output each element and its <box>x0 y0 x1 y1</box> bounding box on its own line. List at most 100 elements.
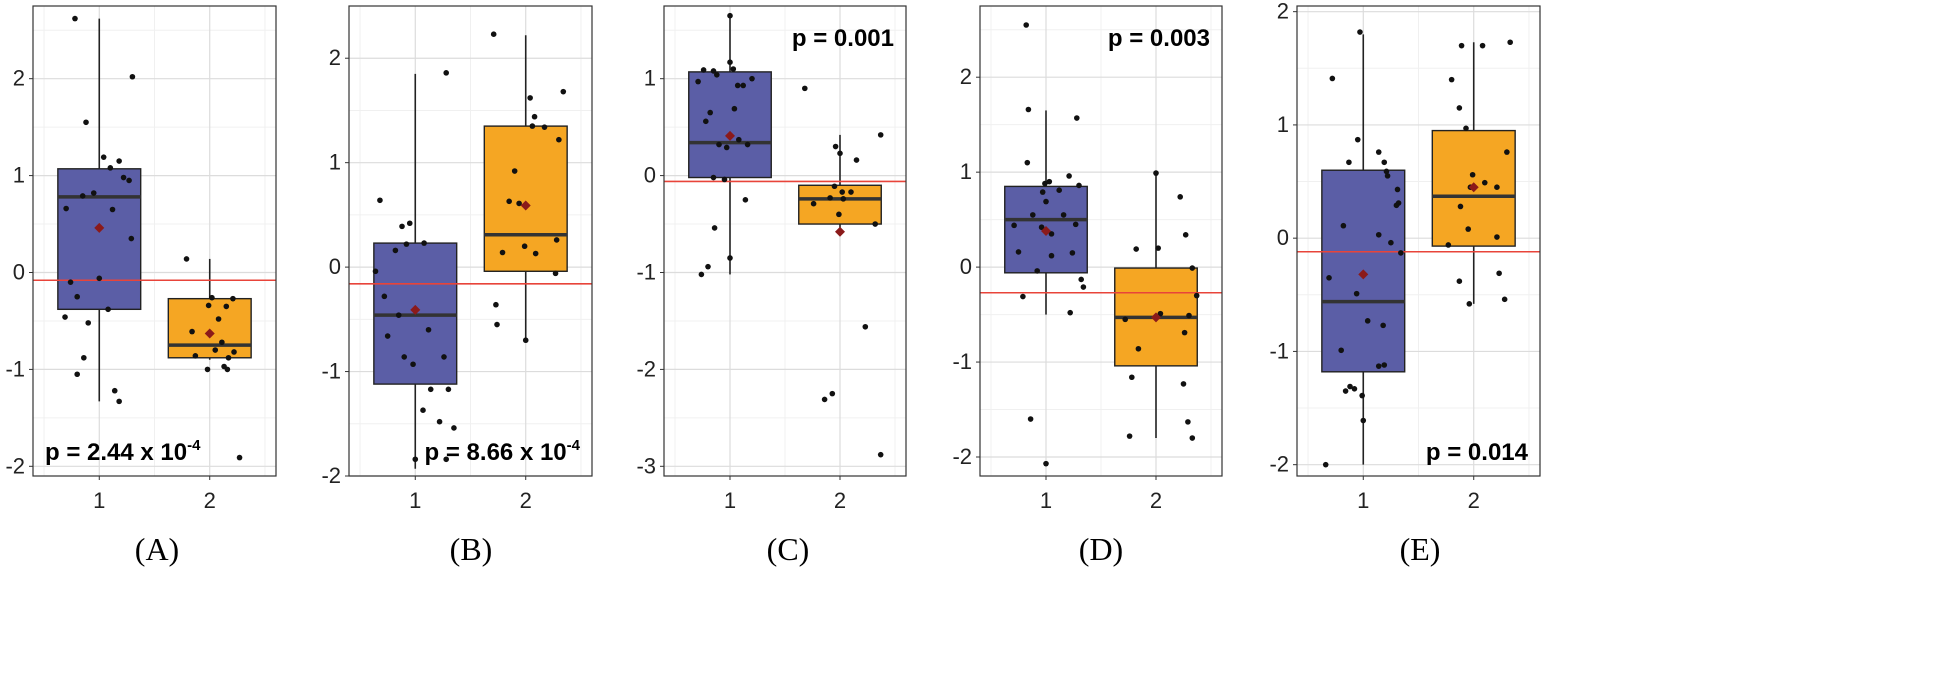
data-point <box>832 143 839 150</box>
data-point <box>1398 250 1404 256</box>
y-tick-label: 2 <box>1277 0 1289 24</box>
data-point <box>377 197 383 204</box>
data-point <box>521 243 528 250</box>
y-tick-label: 1 <box>960 159 972 184</box>
mean-marker <box>1041 226 1051 237</box>
data-point <box>1448 76 1455 83</box>
data-point <box>698 271 705 278</box>
data-point <box>412 456 419 463</box>
data-point <box>1458 42 1465 49</box>
y-tick-label: -1 <box>321 359 341 384</box>
data-point <box>556 136 562 143</box>
data-point <box>192 353 199 359</box>
data-point <box>1181 329 1188 336</box>
data-point <box>126 177 132 184</box>
x-tick-label: 1 <box>1040 488 1052 513</box>
data-point <box>183 256 190 262</box>
y-tick-label: -2 <box>952 444 972 469</box>
data-point <box>872 221 878 227</box>
p-value-label: p = 2.44 x 10-4 <box>45 437 201 466</box>
data-point <box>1133 246 1139 252</box>
data-point <box>703 118 709 125</box>
panel-5: -2 -1 0 1 2 1 2 p = 0.014 (E) <box>1269 0 1541 567</box>
data-point <box>1466 301 1473 307</box>
data-point <box>219 339 225 346</box>
data-point <box>1078 276 1084 283</box>
data-point <box>85 320 92 326</box>
data-point <box>1046 178 1053 185</box>
data-point <box>499 249 506 256</box>
panel-label: (A) <box>135 531 179 567</box>
data-point <box>212 347 219 353</box>
data-point <box>90 190 97 196</box>
data-point <box>1479 42 1486 49</box>
data-point <box>553 237 560 243</box>
data-point <box>74 293 80 300</box>
data-point <box>710 68 717 74</box>
mean-marker <box>1151 312 1161 323</box>
p-value-text: p = 0.003 <box>1108 25 1210 52</box>
data-point <box>1329 75 1336 82</box>
data-point <box>727 12 733 19</box>
y-tick-label: 0 <box>13 259 25 284</box>
data-point <box>1126 433 1133 439</box>
data-point <box>443 70 450 76</box>
data-point <box>560 88 567 95</box>
data-point <box>494 321 500 328</box>
x-tick-label: 1 <box>409 488 421 513</box>
data-point <box>1496 270 1502 277</box>
data-point <box>1027 416 1034 422</box>
data-point <box>714 72 720 78</box>
data-point <box>83 119 89 126</box>
data-point <box>1038 224 1045 231</box>
x-tick-label: 1 <box>93 488 105 513</box>
data-point <box>1067 309 1073 316</box>
y-tick-label: 1 <box>644 66 656 91</box>
y-tick-label: -2 <box>1269 452 1289 477</box>
data-point <box>1153 170 1159 176</box>
data-point <box>490 31 497 37</box>
data-point <box>1155 245 1161 251</box>
data-point <box>225 354 232 361</box>
data-point <box>105 306 111 313</box>
data-point <box>1180 381 1187 387</box>
p-value-text: p = 0.001 <box>792 25 894 52</box>
data-point <box>1507 39 1513 46</box>
data-point <box>802 85 808 92</box>
data-point <box>532 250 539 257</box>
data-point <box>1020 293 1026 300</box>
data-point <box>1457 203 1464 210</box>
data-point <box>1456 278 1463 285</box>
mean-marker <box>725 130 735 141</box>
data-point <box>522 337 529 344</box>
p-value-text: p = 8.66 x 10 <box>425 439 567 466</box>
panel-label: (E) <box>1400 531 1441 567</box>
data-point <box>1135 345 1142 352</box>
y-tick-label: 1 <box>329 150 341 175</box>
box-group-1 <box>688 71 772 179</box>
data-point <box>1322 461 1329 468</box>
mean-marker <box>94 222 105 233</box>
data-point <box>224 366 231 373</box>
p-value-label: p = 8.66 x 10-4 <box>425 437 581 466</box>
data-point <box>1042 180 1048 187</box>
data-point <box>511 168 518 174</box>
data-point <box>723 144 730 151</box>
data-point <box>1048 252 1055 259</box>
data-point <box>451 425 457 431</box>
data-point <box>236 454 243 461</box>
data-point <box>1060 212 1067 218</box>
data-point <box>79 193 86 199</box>
data-point <box>1375 231 1382 238</box>
data-point <box>406 220 413 227</box>
box-group-2 <box>483 125 568 272</box>
data-point <box>381 293 388 300</box>
data-point <box>1340 222 1347 229</box>
data-point <box>877 132 884 138</box>
data-point <box>1346 159 1352 166</box>
data-point <box>862 323 869 330</box>
y-tick-label: 1 <box>1277 112 1289 137</box>
data-point <box>836 211 842 218</box>
data-point <box>1193 292 1200 299</box>
